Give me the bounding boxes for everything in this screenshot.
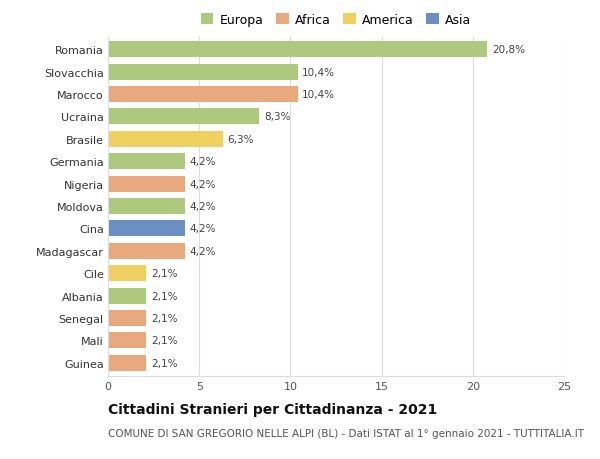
Bar bbox=[108, 87, 298, 103]
Legend: Europa, Africa, America, Asia: Europa, Africa, America, Asia bbox=[201, 14, 471, 27]
Text: 6,3%: 6,3% bbox=[227, 134, 254, 145]
Bar bbox=[108, 288, 146, 304]
Text: 20,8%: 20,8% bbox=[492, 45, 525, 55]
Bar bbox=[108, 333, 146, 349]
Text: 2,1%: 2,1% bbox=[151, 269, 178, 279]
Text: 2,1%: 2,1% bbox=[151, 291, 178, 301]
Bar bbox=[108, 198, 185, 215]
Bar bbox=[108, 131, 223, 147]
Bar bbox=[108, 355, 146, 371]
Text: 8,3%: 8,3% bbox=[264, 112, 290, 122]
Text: 2,1%: 2,1% bbox=[151, 336, 178, 346]
Bar bbox=[108, 154, 185, 170]
Text: 4,2%: 4,2% bbox=[189, 157, 215, 167]
Text: 10,4%: 10,4% bbox=[302, 67, 335, 78]
Bar bbox=[108, 243, 185, 259]
Text: COMUNE DI SAN GREGORIO NELLE ALPI (BL) - Dati ISTAT al 1° gennaio 2021 - TUTTITA: COMUNE DI SAN GREGORIO NELLE ALPI (BL) -… bbox=[108, 428, 584, 438]
Text: 2,1%: 2,1% bbox=[151, 358, 178, 368]
Bar bbox=[108, 266, 146, 282]
Bar bbox=[108, 221, 185, 237]
Text: 2,1%: 2,1% bbox=[151, 313, 178, 323]
Bar bbox=[108, 310, 146, 326]
Bar bbox=[108, 176, 185, 192]
Text: 4,2%: 4,2% bbox=[189, 179, 215, 189]
Text: 4,2%: 4,2% bbox=[189, 224, 215, 234]
Text: Cittadini Stranieri per Cittadinanza - 2021: Cittadini Stranieri per Cittadinanza - 2… bbox=[108, 402, 437, 416]
Text: 4,2%: 4,2% bbox=[189, 202, 215, 212]
Bar bbox=[108, 109, 259, 125]
Text: 4,2%: 4,2% bbox=[189, 246, 215, 256]
Text: 10,4%: 10,4% bbox=[302, 90, 335, 100]
Bar bbox=[108, 64, 298, 80]
Bar bbox=[108, 42, 487, 58]
